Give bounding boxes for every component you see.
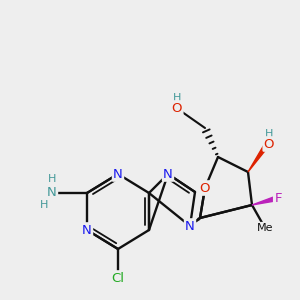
- Text: N: N: [47, 187, 57, 200]
- Text: O: O: [264, 137, 274, 151]
- Text: O: O: [200, 182, 210, 194]
- Text: N: N: [163, 167, 173, 181]
- Polygon shape: [252, 196, 279, 205]
- Text: H: H: [265, 129, 273, 139]
- Text: Cl: Cl: [112, 272, 124, 284]
- Text: N: N: [82, 224, 92, 236]
- Text: N: N: [113, 167, 123, 181]
- Polygon shape: [248, 142, 270, 172]
- Text: H: H: [48, 174, 56, 184]
- Text: N: N: [185, 220, 195, 232]
- Text: H: H: [40, 200, 48, 210]
- Text: F: F: [274, 191, 282, 205]
- Text: H: H: [173, 93, 181, 103]
- Text: O: O: [172, 101, 182, 115]
- Text: Me: Me: [257, 223, 273, 233]
